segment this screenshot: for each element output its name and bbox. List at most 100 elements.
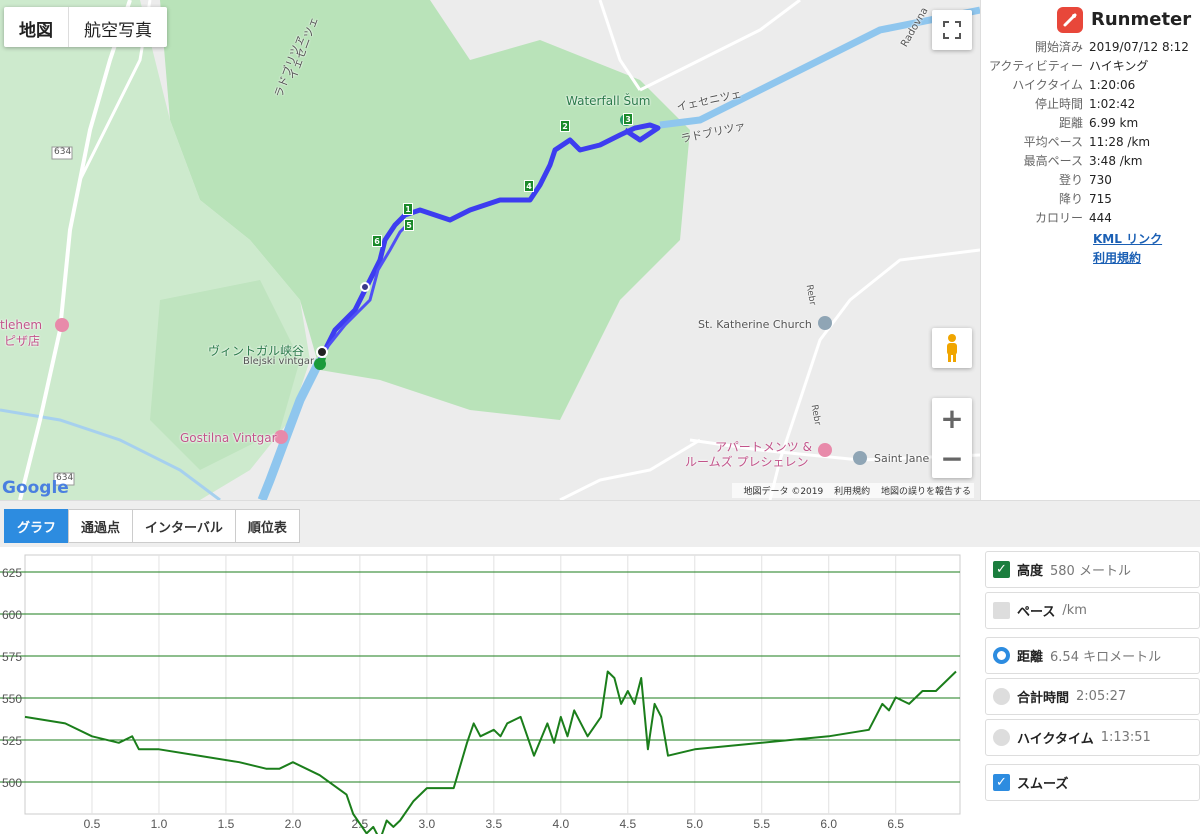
x-tick-label: 5.0 [686,817,703,831]
pace-option[interactable]: ペース /km [985,592,1200,629]
fullscreen-icon [943,21,961,39]
option-label: ペース [1017,605,1056,620]
radio-unselected-icon[interactable] [993,729,1010,746]
option-value: /km [1062,603,1087,618]
runmeter-logo-icon [1057,6,1083,33]
altitude-option[interactable]: ✓ 高度 580 メートル [985,551,1200,588]
checkbox-checked-icon[interactable]: ✓ [993,561,1010,578]
radio-unselected-icon[interactable] [993,688,1010,705]
map-label: St. Katherine Church [698,318,812,331]
stat-value: 2019/07/12 8:12 [1089,39,1189,54]
x-tick-label: 4.0 [552,817,569,831]
brand-name: Runmeter [1091,9,1192,30]
option-label: スムーズ [1017,777,1069,792]
option-value: 6.54 キロメートル [1050,650,1162,665]
stat-value: ハイキング [1089,59,1149,73]
stat-label: 登り [1058,173,1083,187]
map-terms-link[interactable]: 利用規約 [834,487,871,497]
map-label: Saint Jane [874,452,930,465]
stat-row: 最高ペース 3:48 /km [981,151,1189,170]
stat-row: ハイクタイム 1:20:06 [981,75,1189,94]
zoom-out-button[interactable]: − [940,441,964,475]
stat-label: カロリー [1034,211,1083,225]
info-links: KML リンク 利用規約 [1093,230,1200,268]
waypoint-marker[interactable]: 4 [524,180,534,192]
stat-row: 開始済み 2019/07/12 8:12 [981,37,1189,56]
stat-value: 715 [1089,191,1112,206]
kml-link[interactable]: KML リンク [1093,232,1163,246]
option-label: 合計時間 [1017,691,1070,706]
stats-table: 開始済み 2019/07/12 8:12 アクティビティー ハイキング ハイクタイム 1:… [981,37,1189,227]
stat-value: 1:20:06 [1089,77,1136,92]
waypoint-marker[interactable]: 5 [404,219,414,231]
x-tick-label: 6.5 [887,817,904,831]
map-report-link[interactable]: 地図の誤りを報告する [880,487,971,497]
waypoint-marker[interactable]: 3 [623,113,633,125]
x-tick-label: 5.5 [753,817,770,831]
road-shield: 634 [54,147,72,157]
stat-label: 降り [1058,192,1083,206]
smooth-option[interactable]: ✓ スムーズ [985,764,1200,801]
distance-option[interactable]: 距離 6.54 キロメートル [985,637,1200,674]
x-tick-label: 2.0 [285,817,302,831]
y-tick-label: 600 [2,608,22,622]
brand-header: Runmeter [981,0,1200,34]
terms-link[interactable]: 利用規約 [1093,251,1142,265]
tab-rankings[interactable]: 順位表 [234,509,300,543]
map-type-control: 地図 航空写真 [4,7,167,47]
y-tick-label: 500 [2,776,22,790]
stat-label: 開始済み [1034,40,1083,54]
option-label: 距離 [1017,650,1044,665]
graph-options-panel: ✓ 高度 580 メートル ペース /km 距離 6.54 キロメートル 合計時… [985,551,1200,805]
stat-value: 1:02:42 [1089,96,1136,111]
elevation-chart[interactable]: 0.5 1.0 1.5 2.0 2.5 3.0 3.5 4.0 4.5 5.0 5.5 6.0 6.5 6… [0,547,985,838]
option-value: 580 メートル [1050,564,1131,579]
google-logo: Google [2,478,69,498]
y-tick-label: 525 [2,734,22,748]
total-time-option[interactable]: 合計時間 2:05:27 [985,678,1200,715]
y-tick-label: 625 [2,566,22,580]
tab-graph[interactable]: グラフ [4,509,70,543]
stat-label: ハイクタイム [1012,78,1083,92]
stat-row: アクティビティー ハイキング [981,56,1189,75]
hike-time-option[interactable]: ハイクタイム 1:13:51 [985,719,1200,756]
map-label: Waterfall Šum [566,94,651,108]
waypoint-marker[interactable]: 6 [372,235,382,247]
map-canvas [0,0,980,500]
checkbox-checked-icon[interactable]: ✓ [993,774,1010,791]
elevation-line [24,670,957,838]
x-tick-label: 3.0 [419,817,436,831]
fullscreen-button[interactable] [932,10,972,50]
map-label: ルームズ プレシェレン [685,455,809,469]
x-tick-label: 1.0 [151,817,168,831]
view-tabs-bar: グラフ 通過点 インターバル 順位表 [0,500,1200,547]
waypoint-marker[interactable]: 1 [403,203,413,215]
stat-label: 最高ペース [1023,154,1083,168]
x-tick-label: 3.5 [485,817,502,831]
stat-label: アクティビティー [989,59,1083,73]
checkbox-unchecked-icon[interactable] [993,602,1010,619]
zoom-in-button[interactable]: + [940,401,964,435]
map-label: ヴィントガル峡谷 [208,344,305,358]
street-view-button[interactable] [932,328,972,368]
option-label: 高度 [1017,564,1044,579]
plot-area [24,554,961,815]
tab-waypoints[interactable]: 通過点 [68,509,134,543]
map-attribution: 地図データ ©2019 利用規約 地図の誤りを報告する [732,483,974,498]
waypoint-marker[interactable]: 2 [560,120,570,132]
radio-selected-icon[interactable] [993,647,1010,664]
stat-row: カロリー 444 [981,208,1189,227]
road-shield: 634 [56,473,74,483]
stat-row: 距離 6.99 km [981,113,1189,132]
map-label: Blejski vintgar [243,356,315,367]
x-tick-label: 1.5 [218,817,235,831]
stat-label: 距離 [1058,116,1083,130]
map-type-satellite-button[interactable]: 航空写真 [84,21,152,41]
map-type-map-button[interactable]: 地図 [4,7,69,47]
stat-label: 平均ペース [1023,135,1083,149]
x-tick-label: 6.0 [820,817,837,831]
tab-intervals[interactable]: インターバル [132,509,236,543]
map-label: tlehem [0,318,43,332]
pegman-icon [947,334,957,362]
